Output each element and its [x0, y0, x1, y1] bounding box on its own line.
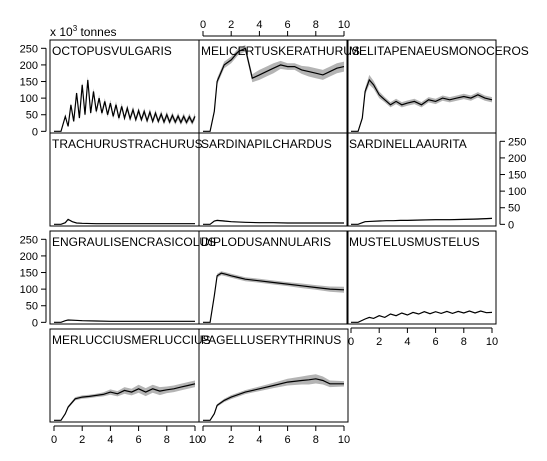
x-tick-label: 8 [313, 19, 319, 31]
band-melitapenaeusmonoceros [351, 74, 492, 132]
series-line-octopusvulgaris [54, 79, 196, 132]
x-tick-label: 6 [136, 434, 142, 446]
y-tick-label: 150 [20, 268, 38, 280]
x-tick-label: 8 [313, 434, 319, 446]
series-line-pagelluserythrinus [203, 378, 344, 421]
panel-title-pagelluserythrinus: PAGELLUSERYTHRINUS [201, 333, 341, 347]
x-tick-label: 8 [461, 336, 467, 348]
x-tick-label: 4 [107, 434, 113, 446]
x-tick-label: 0 [200, 19, 206, 31]
panel-title-mustelusmustelus: MUSTELUSMUSTELUS [349, 235, 480, 249]
y-tick-label: 50 [26, 301, 38, 313]
x-tick-label: 8 [164, 434, 170, 446]
panel-frame-sardinellaaurita [346, 132, 497, 227]
x-tick-label: 6 [285, 19, 291, 31]
panel-title-trachurustrachurus: TRACHURUSTRACHURUS [52, 137, 203, 151]
x-tick-label: 0 [200, 434, 206, 446]
x-tick-label: 2 [228, 434, 234, 446]
y-tick-label: 150 [20, 77, 38, 89]
y-tick-label: 100 [20, 93, 38, 105]
y-tick-label: 200 [20, 251, 38, 263]
series-line-melitapenaeusmonoceros [351, 78, 493, 132]
series-line-diplodusannularis [203, 272, 345, 323]
x-tick-label: 10 [486, 336, 498, 348]
panel-frame-pagelluserythrinus [198, 328, 349, 423]
panel-title-sardinellaaurita: SARDINELLAAURITA [349, 137, 467, 151]
x-tick-label: 6 [433, 336, 439, 348]
series-line-melicertuskerathurus [203, 47, 345, 132]
panel-frame-sardinapilchardus [198, 132, 349, 227]
y-tick-label: 100 [508, 186, 526, 198]
y-tick-label: 50 [508, 203, 520, 215]
x-tick-label: 10 [189, 434, 201, 446]
y-tick-label: 0 [508, 219, 514, 231]
x-tick-label: 4 [256, 434, 262, 446]
x-tick-label: 2 [79, 434, 85, 446]
panel-title-sardinapilchardus: SARDINAPILCHARDUS [201, 137, 332, 151]
y-tick-label: 0 [32, 126, 38, 138]
series-line-trachurustrachurus [54, 218, 195, 225]
panel-title-diplodusannularis: DIPLODUSANNULARIS [201, 235, 331, 249]
y-tick-label: 50 [26, 110, 38, 122]
panel-title-merlucciusmerluccius: MERLUCCIUSMERLUCCIUS [52, 333, 211, 347]
panel-title-melitapenaeusmonoceros: MELITAPENAEUSMONOCEROS [349, 44, 529, 58]
panel-title-melicertuskerathurus: MELICERTUSKERATHURUS [201, 44, 360, 58]
band-diplodusannularis [203, 271, 344, 323]
panel-title-engraulisencrasicolus: ENGRAULISENCRASICOLUS [52, 235, 216, 249]
x-tick-label: 4 [404, 336, 410, 348]
x-tick-label: 2 [376, 336, 382, 348]
y-tick-label: 250 [508, 136, 526, 148]
x-tick-label: 0 [348, 336, 354, 348]
x-tick-label: 0 [51, 434, 57, 446]
series-line-sardinapilchardus [203, 219, 344, 225]
x-tick-label: 10 [338, 434, 350, 446]
y-tick-label: 150 [508, 170, 526, 182]
panel-frame-diplodusannularis [198, 230, 349, 325]
band-merlucciusmerluccius [54, 380, 195, 421]
y-tick-label: 100 [20, 284, 38, 296]
x-tick-label: 2 [228, 19, 234, 31]
y-tick-label: 250 [20, 43, 38, 55]
y-unit-label: x 103 tonnes [50, 24, 117, 39]
y-tick-label: 200 [20, 60, 38, 72]
y-tick-label: 250 [20, 234, 38, 246]
x-tick-label: 10 [338, 19, 350, 31]
series-line-mustelusmustelus [351, 310, 493, 323]
band-sardinapilchardus [203, 219, 344, 225]
series-line-sardinellaaurita [351, 217, 493, 225]
panel-title-octopusvulgaris: OCTOPUSVULGARIS [52, 44, 172, 58]
panel-frame-mustelusmustelus [346, 230, 497, 325]
series-line-merlucciusmerluccius [54, 383, 196, 421]
x-tick-label: 6 [285, 434, 291, 446]
series-line-engraulisencrasicolus [54, 319, 195, 323]
y-tick-label: 200 [508, 153, 526, 165]
y-tick-label: 0 [32, 317, 38, 329]
x-tick-label: 4 [256, 19, 262, 31]
